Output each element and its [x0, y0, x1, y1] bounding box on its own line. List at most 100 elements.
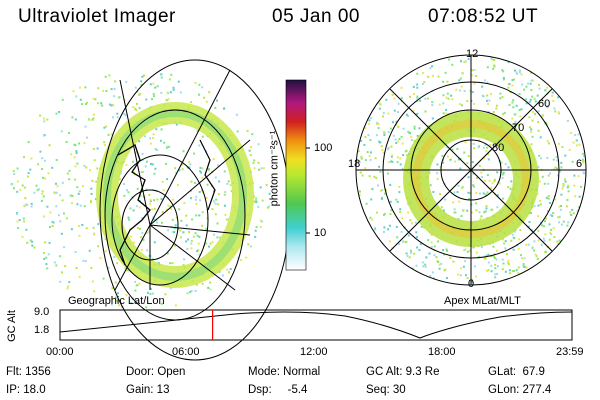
- speckle-pixel: [59, 255, 62, 258]
- speckle-pixel: [418, 249, 421, 252]
- speckle-pixel: [518, 71, 521, 74]
- speckle-pixel: [529, 82, 532, 85]
- speckle-pixel: [24, 197, 27, 200]
- speckle-pixel: [16, 180, 19, 183]
- speckle-pixel: [507, 262, 510, 264]
- speckle-pixel: [105, 90, 108, 92]
- speckle-pixel: [367, 134, 370, 137]
- speckle-pixel: [124, 267, 127, 270]
- speckle-pixel: [531, 247, 534, 250]
- speckle-pixel: [436, 163, 439, 166]
- speckle-pixel: [21, 235, 24, 238]
- speckle-pixel: [179, 229, 182, 232]
- speckle-pixel: [37, 188, 40, 191]
- speckle-pixel: [200, 171, 202, 174]
- speckle-pixel: [223, 170, 226, 173]
- speckle-pixel: [416, 95, 419, 98]
- speckle-pixel: [92, 97, 95, 100]
- speckle-pixel: [175, 171, 178, 174]
- speckle-pixel: [385, 189, 388, 192]
- speckle-pixel: [562, 220, 565, 223]
- speckle-pixel: [391, 93, 394, 96]
- speckle-pixel: [420, 226, 423, 228]
- speckle-pixel: [399, 163, 402, 166]
- speckle-pixel: [19, 188, 22, 191]
- speckle-pixel: [195, 214, 198, 217]
- speckle-pixel: [416, 134, 419, 137]
- speckle-pixel: [401, 167, 404, 170]
- speckle-pixel: [547, 210, 549, 213]
- speckle-pixel: [397, 140, 400, 143]
- speckle-pixel: [493, 64, 496, 67]
- speckle-pixel: [261, 199, 264, 202]
- speckle-pixel: [413, 252, 416, 255]
- speckle-pixel: [410, 139, 413, 141]
- speckle-pixel: [440, 206, 443, 209]
- speckle-pixel: [17, 227, 20, 230]
- speckle-pixel: [533, 113, 536, 116]
- speckle-pixel: [535, 255, 538, 258]
- speckle-pixel: [478, 192, 481, 195]
- speckle-pixel: [73, 156, 76, 159]
- speckle-pixel: [39, 150, 42, 153]
- speckle-pixel: [188, 160, 191, 163]
- speckle-pixel: [508, 104, 511, 106]
- speckle-pixel: [473, 82, 476, 85]
- speckle-pixel: [383, 134, 386, 136]
- speckle-pixel: [55, 182, 57, 185]
- speckle-pixel: [107, 266, 110, 269]
- speckle-pixel: [180, 219, 183, 222]
- display-value: Dsp: -5.4: [248, 384, 308, 396]
- speckle-pixel: [459, 89, 462, 92]
- speckle-pixel: [424, 97, 427, 100]
- speckle-pixel: [484, 143, 487, 146]
- speckle-pixel: [462, 265, 465, 268]
- speckle-pixel: [454, 211, 457, 214]
- speckle-pixel: [357, 150, 360, 153]
- speckle-pixel: [551, 94, 554, 97]
- speckle-pixel: [557, 216, 560, 219]
- speckle-pixel: [460, 60, 463, 63]
- speckle-pixel: [370, 151, 372, 154]
- speckle-pixel: [138, 92, 141, 95]
- speckle-pixel: [229, 184, 232, 186]
- speckle-pixel: [520, 73, 523, 76]
- speckle-pixel: [543, 239, 546, 242]
- speckle-pixel: [500, 161, 503, 164]
- speckle-pixel: [460, 104, 463, 107]
- speckle-pixel: [103, 126, 106, 129]
- speckle-pixel: [126, 189, 128, 192]
- speckle-pixel: [136, 227, 139, 229]
- speckle-pixel: [578, 206, 581, 209]
- speckle-pixel: [196, 250, 199, 253]
- speckle-pixel: [367, 122, 370, 125]
- speckle-pixel: [396, 200, 399, 203]
- speckle-pixel: [513, 69, 516, 72]
- speckle-pixel: [198, 191, 201, 193]
- speckle-pixel: [458, 79, 461, 82]
- speckle-pixel: [381, 189, 384, 192]
- speckle-pixel: [389, 183, 392, 186]
- speckle-pixel: [149, 200, 152, 203]
- speckle-pixel: [517, 266, 520, 269]
- speckle-pixel: [77, 192, 80, 195]
- speckle-pixel: [124, 114, 127, 117]
- speckle-pixel: [152, 82, 155, 85]
- speckle-pixel: [198, 235, 201, 238]
- speckle-pixel: [68, 169, 71, 172]
- speckle-pixel: [53, 261, 56, 264]
- speckle-pixel: [43, 120, 46, 123]
- speckle-pixel: [407, 234, 410, 237]
- speckle-pixel: [555, 156, 558, 159]
- speckle-pixel: [416, 83, 419, 86]
- speckle-pixel: [547, 174, 550, 177]
- speckle-pixel: [176, 184, 179, 186]
- speckle-pixel: [438, 267, 441, 270]
- speckle-pixel: [365, 202, 368, 205]
- speckle-pixel: [410, 249, 412, 252]
- speckle-pixel: [488, 179, 491, 182]
- speckle-pixel: [404, 150, 407, 153]
- speckle-pixel: [103, 141, 106, 144]
- polar-grid: [355, 54, 587, 286]
- speckle-pixel: [257, 143, 260, 146]
